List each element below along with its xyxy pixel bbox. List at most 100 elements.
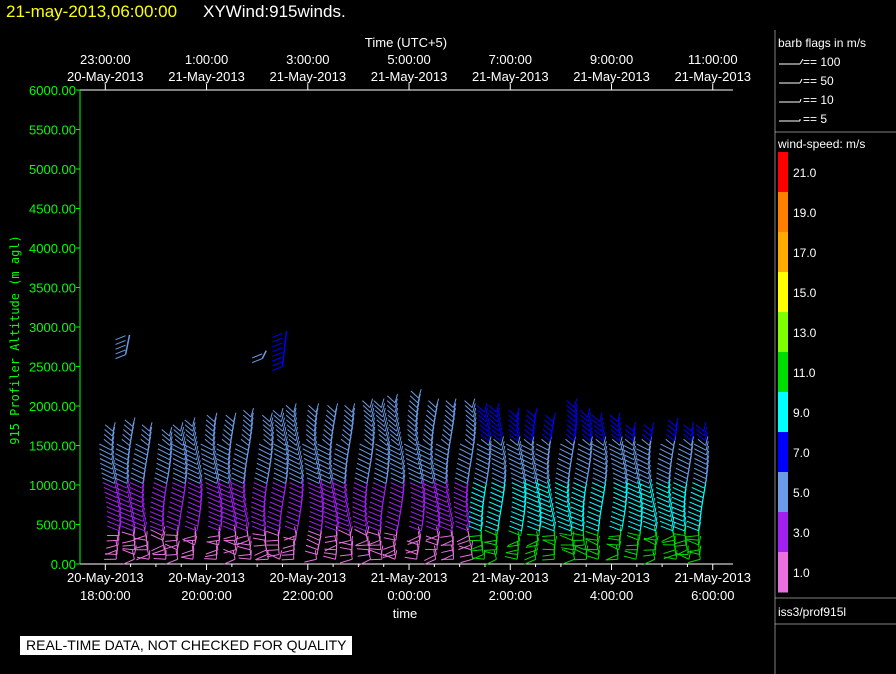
wind-barb-shaft (308, 405, 317, 413)
upper-barb-spine (261, 350, 267, 359)
wind-barb-shaft (332, 462, 346, 470)
wind-barb (627, 521, 643, 532)
wind-barb-shaft (469, 501, 483, 508)
wind-barb-flag (183, 479, 187, 489)
wind-barb-flag (422, 493, 426, 503)
colorbar-label: 3.0 (793, 526, 810, 540)
wind-barb-flag (604, 460, 608, 470)
wind-barb (218, 488, 233, 499)
wind-barb (489, 441, 505, 451)
wind-barb-shaft (287, 433, 297, 442)
wind-barb-flag (281, 417, 285, 427)
wind-barb (208, 516, 223, 527)
wind-barb-shaft (120, 520, 133, 527)
wind-barb-flag (517, 441, 522, 451)
wind-barb-shaft (585, 525, 599, 532)
wind-barb-flag (141, 479, 145, 489)
wind-barb (222, 550, 236, 566)
wind-barb-flag (445, 455, 449, 465)
wind-barb-shaft (374, 472, 387, 480)
wind-barb-shaft (384, 532, 397, 537)
wind-barb-shaft (468, 525, 482, 532)
wind-barb (554, 488, 570, 499)
wind-barb-shaft (694, 453, 707, 461)
wind-barb-flag (418, 388, 422, 399)
wind-barb-flag (329, 469, 333, 479)
wind-barb-shaft (569, 515, 583, 522)
wind-barb-shaft (387, 443, 400, 451)
wind-barb-shaft (106, 506, 119, 513)
wind-barb (521, 469, 537, 480)
wind-barb-flag (647, 450, 651, 460)
wind-barb-shaft (172, 462, 186, 470)
wind-barb-shaft (354, 528, 367, 537)
wind-barb-flag (228, 479, 232, 489)
wind-barb-flag (532, 422, 536, 432)
colorbar-swatch (778, 232, 788, 273)
wind-barb (150, 526, 166, 537)
wind-barb-shaft (673, 477, 687, 484)
wind-barb-flag (285, 450, 289, 460)
wind-barb (672, 526, 687, 537)
wind-barb-flag (620, 445, 625, 456)
wind-barb-flag (184, 455, 188, 465)
wind-barb-shaft (424, 554, 437, 562)
wind-barb (484, 531, 498, 543)
wind-barb-shaft (186, 438, 195, 446)
wind-barb-flag (280, 412, 285, 422)
wind-barb-shaft (590, 491, 604, 499)
wind-barb-shaft (99, 448, 112, 456)
wind-barb-shaft (156, 458, 170, 465)
wind-barb-shaft (187, 506, 200, 513)
wind-barb (576, 455, 592, 465)
wind-barb-flag (371, 431, 376, 441)
wind-barb-shaft (480, 438, 490, 446)
wind-barb-flag (669, 502, 673, 512)
wind-barb-flag (227, 464, 231, 475)
wind-barb (585, 535, 601, 546)
wind-barb (592, 469, 608, 480)
wind-barb-shaft (535, 482, 548, 489)
wind-barb-shaft (286, 424, 295, 432)
wind-barb-flag (638, 531, 642, 541)
wind-barb (307, 531, 323, 541)
wind-barb-shaft (509, 467, 523, 475)
wind-barb-flag (195, 445, 199, 456)
wind-barb-flag (515, 417, 520, 427)
wind-barb (621, 445, 637, 456)
wind-barb (478, 417, 490, 427)
wind-barb-shaft (576, 462, 589, 470)
wind-barb-shaft (102, 477, 115, 484)
wind-barb (233, 512, 248, 522)
wind-barb-flag (604, 450, 608, 460)
wind-barb-flag (371, 441, 375, 451)
wind-barb-shaft (237, 546, 251, 551)
wind-barb (491, 426, 503, 437)
wind-barb-flag (192, 417, 196, 427)
wind-barb-flag (347, 512, 351, 522)
wind-barb (484, 526, 500, 537)
wind-barb-shaft (333, 458, 347, 465)
wind-barb-flag (212, 441, 216, 451)
x2-tick-date: 21-May-2013 (269, 69, 346, 84)
wind-barb-shaft (222, 520, 235, 527)
wind-barb (231, 502, 247, 513)
wind-barb-shaft (207, 539, 220, 543)
x2-tick-date: 21-May-2013 (674, 69, 751, 84)
wind-barb-flag (248, 431, 253, 441)
wind-barb-shaft (273, 443, 286, 451)
wind-barb-flag (570, 526, 573, 536)
wind-barb-shaft (425, 515, 439, 522)
wind-barb (273, 441, 289, 451)
wind-barb-flag (552, 516, 556, 527)
wind-barb (200, 441, 216, 451)
wind-barb-flag (285, 441, 289, 451)
wind-barb-shaft (204, 433, 214, 442)
wind-barb-shaft (114, 467, 127, 475)
wind-barb-shaft (570, 496, 584, 503)
wind-barb-shaft (207, 496, 220, 503)
wind-barb-flag (349, 531, 352, 541)
wind-barb-flag (285, 445, 289, 456)
wind-barb-flag (452, 403, 457, 413)
wind-barb-shaft (490, 453, 504, 461)
